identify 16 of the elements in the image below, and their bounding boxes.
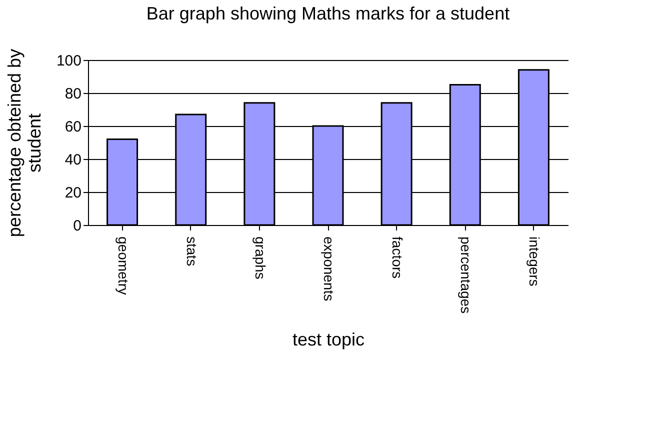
x-tick-label: stats (184, 236, 200, 266)
x-tick-label: exponents (321, 236, 337, 302)
y-tick-label: 40 (64, 152, 82, 168)
x-tick-label: geometry (115, 236, 132, 295)
y-tick-label: 60 (64, 118, 82, 136)
chart-title: Bar graph showing Maths marks for a student (146, 3, 510, 24)
x-axis-title: test topic (292, 330, 365, 350)
y-tick-label: 80 (64, 86, 82, 102)
y-axis-title: percentage obteined by student (4, 48, 44, 238)
x-tick-label: graphs (252, 236, 268, 280)
x-tick-label: integers (526, 236, 543, 286)
x-tick-label: percentages (458, 236, 474, 314)
y-tick-label: 100 (56, 52, 82, 70)
y-tick-label: 20 (64, 184, 82, 202)
x-tick-label: factors (390, 236, 406, 279)
y-tick-label: 0 (73, 218, 82, 234)
